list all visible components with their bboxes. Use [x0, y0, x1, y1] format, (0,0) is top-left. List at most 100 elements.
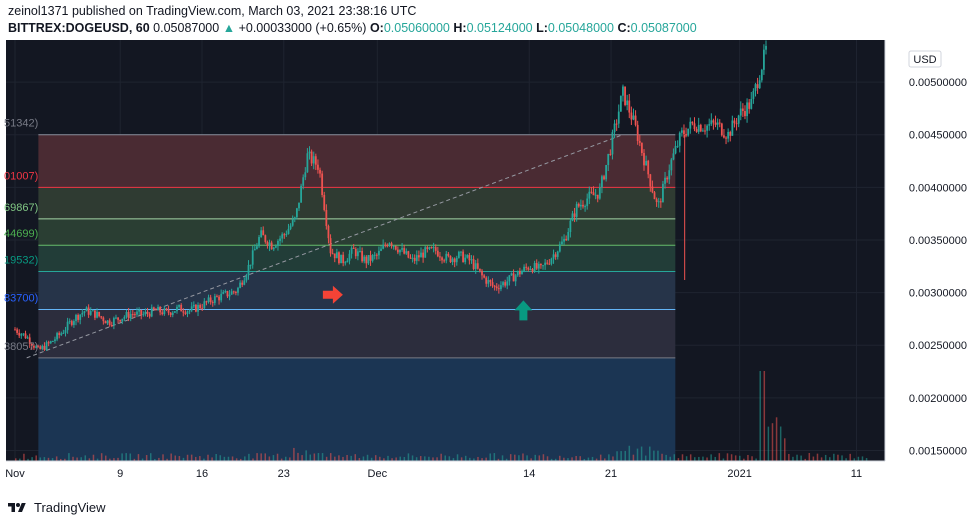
fib-zone	[38, 309, 676, 358]
volume-bar	[788, 453, 790, 461]
price-axis[interactable]	[885, 40, 973, 492]
candle-body	[218, 296, 220, 301]
candle-body	[77, 314, 80, 320]
candle-body	[483, 275, 486, 278]
candle-body	[666, 177, 669, 180]
candle-body	[100, 316, 103, 318]
candle-body	[609, 153, 612, 155]
candle-body	[754, 84, 757, 91]
candle-body	[577, 203, 580, 207]
symbol-name[interactable]: BITTREX:DOGEUSD, 60	[8, 21, 150, 35]
candle-body	[723, 135, 725, 138]
volume-bar	[68, 453, 70, 461]
volume-bar	[681, 454, 684, 461]
volume-bar	[722, 458, 725, 461]
volume-bar	[321, 453, 324, 461]
candle-body	[144, 311, 147, 315]
candle-body	[186, 311, 189, 314]
volume-bar	[190, 454, 193, 461]
volume-bar	[841, 455, 843, 461]
candle-body	[590, 191, 593, 193]
candle-body	[60, 333, 63, 335]
candle-body	[693, 123, 696, 130]
fib-level-label: 19532)	[4, 255, 38, 267]
candle-body	[239, 282, 241, 288]
candle-body	[466, 255, 469, 258]
candle-body	[79, 314, 82, 320]
volume-bar	[19, 458, 21, 461]
volume-bar	[43, 457, 46, 461]
candle-body	[455, 257, 458, 263]
candle-body	[460, 251, 462, 253]
volume-bar	[857, 456, 860, 461]
candle-body	[474, 263, 477, 269]
volume-bar	[268, 456, 271, 461]
candle-body	[699, 124, 702, 132]
volume-bar	[865, 458, 868, 461]
candle-body	[140, 309, 143, 316]
volume-bar	[289, 457, 291, 461]
currency-badge[interactable]	[908, 50, 942, 68]
volume-bar	[595, 458, 598, 461]
volume-bar	[673, 454, 676, 461]
candle-body	[262, 230, 265, 236]
volume-bar	[117, 457, 119, 461]
candle-body	[601, 176, 603, 188]
volume-bar	[154, 458, 156, 461]
candle-body	[184, 312, 187, 314]
candle-body	[41, 345, 44, 349]
volume-bar	[305, 450, 307, 461]
candle-body	[384, 244, 387, 246]
candle-body	[314, 156, 317, 165]
candle-body	[171, 312, 174, 315]
candle-body	[298, 202, 300, 209]
candle-body	[525, 266, 528, 268]
arrow-up-icon[interactable]	[514, 300, 533, 321]
triangle-up-icon: ▲	[222, 21, 236, 35]
volume-bar	[734, 455, 737, 461]
candle-body	[317, 164, 319, 170]
price-chart[interactable]: 51342) 01007) 69867) 44699) 19532) 83700) 3805…	[0, 40, 973, 492]
candle-body	[628, 100, 631, 113]
candle-body	[418, 255, 420, 258]
candle-body	[563, 238, 565, 242]
candle-body	[138, 309, 141, 312]
volume-bar	[477, 456, 479, 461]
volume-bar	[751, 456, 753, 461]
candle-body	[657, 201, 660, 203]
fib-zone	[38, 357, 676, 461]
candle-body	[554, 254, 557, 257]
trend-line[interactable]	[26, 134, 623, 359]
volume-bar	[27, 458, 29, 461]
volume-bar	[338, 455, 340, 461]
volume-bar	[726, 453, 729, 461]
candle-body	[182, 311, 185, 313]
candle-body	[382, 244, 385, 249]
candle-body	[750, 98, 753, 109]
price-tick-label: 0.00150000	[909, 445, 967, 457]
candle-body	[359, 251, 361, 253]
candle-body	[706, 125, 709, 131]
candle-body	[695, 129, 698, 132]
candle-body	[30, 343, 33, 346]
arrow-right-icon[interactable]	[322, 285, 343, 304]
candle-body	[338, 252, 340, 264]
volume-bar	[149, 453, 152, 461]
volume-bar	[415, 457, 418, 461]
candle-body	[108, 320, 111, 326]
candle-body	[228, 294, 231, 297]
time-axis[interactable]	[0, 461, 885, 492]
volume-bar	[669, 456, 671, 461]
volume-bar	[272, 455, 275, 461]
volume-bar	[579, 456, 581, 461]
candle-body	[662, 183, 664, 203]
volume-bar	[759, 371, 761, 461]
candle-body	[167, 309, 170, 313]
volume-bar	[436, 457, 438, 461]
volume-bar	[325, 456, 328, 461]
fib-zone	[38, 134, 676, 188]
volume-bar	[260, 453, 262, 461]
candle-body	[75, 314, 77, 322]
candle-body	[548, 263, 551, 265]
candle-body	[64, 330, 67, 333]
